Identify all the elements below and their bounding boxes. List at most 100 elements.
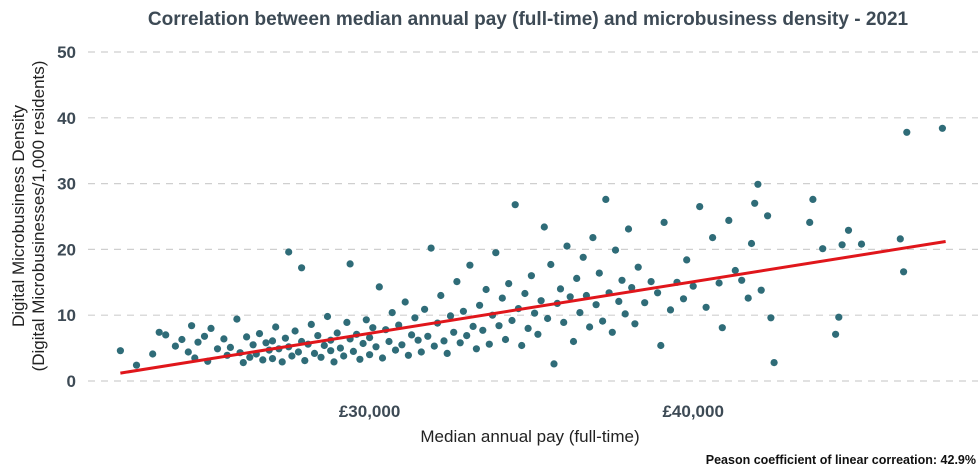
data-point — [566, 293, 574, 301]
data-point — [233, 315, 241, 323]
x-axis-ticks: £30,000 £40,000 — [339, 402, 724, 421]
data-point — [314, 332, 322, 340]
data-point — [757, 286, 765, 294]
data-point — [563, 242, 571, 250]
data-point — [453, 278, 461, 286]
data-point — [709, 234, 717, 242]
data-point — [657, 341, 665, 350]
data-point — [281, 334, 289, 342]
data-point — [747, 239, 756, 248]
data-point — [272, 323, 280, 331]
y-axis-ticks: 0 10 20 30 40 50 — [57, 43, 76, 391]
data-point — [508, 316, 516, 325]
data-point — [239, 359, 247, 367]
data-point — [641, 299, 649, 307]
data-point — [621, 310, 629, 318]
data-point — [372, 343, 380, 351]
data-point — [550, 360, 558, 368]
x-tick-label: £30,000 — [339, 402, 400, 421]
data-point — [385, 337, 393, 346]
data-point — [255, 330, 264, 338]
data-point — [401, 298, 409, 306]
data-point — [246, 353, 254, 361]
data-point — [213, 345, 222, 353]
data-point — [404, 351, 412, 359]
data-point — [278, 358, 286, 366]
data-point — [346, 260, 354, 268]
data-point — [631, 320, 639, 328]
data-point — [323, 312, 332, 321]
data-point — [806, 218, 814, 226]
data-point — [844, 226, 853, 234]
data-point — [586, 323, 594, 331]
data-point — [259, 356, 267, 364]
data-point — [336, 344, 344, 352]
data-point — [298, 264, 306, 272]
data-point — [579, 253, 587, 261]
data-point — [469, 322, 477, 330]
data-point — [537, 297, 545, 305]
data-point — [838, 241, 846, 249]
data-point — [285, 248, 293, 256]
y-axis-label-line2: (Digital Microbusinesses/1,000 residents… — [29, 61, 48, 372]
data-point — [718, 324, 726, 332]
data-point — [696, 203, 704, 211]
data-point — [764, 212, 772, 220]
data-point — [540, 223, 548, 231]
data-point — [544, 314, 552, 323]
data-point — [327, 347, 335, 355]
data-point — [366, 351, 374, 359]
data-point — [188, 322, 196, 330]
data-point — [602, 195, 610, 203]
data-point — [819, 245, 827, 253]
data-point — [116, 347, 124, 355]
data-point — [317, 353, 325, 361]
data-point — [576, 309, 584, 317]
data-point — [456, 339, 464, 347]
data-point — [527, 272, 536, 280]
data-point — [683, 256, 691, 264]
data-point — [835, 313, 843, 321]
data-point — [534, 330, 542, 338]
data-point — [366, 334, 374, 342]
data-point — [731, 266, 739, 275]
data-point — [485, 340, 493, 348]
data-point — [437, 291, 445, 300]
data-point — [398, 341, 406, 349]
data-point — [689, 282, 697, 290]
data-point — [647, 278, 655, 286]
data-point — [592, 301, 600, 309]
data-point — [492, 249, 500, 257]
data-point — [505, 280, 513, 288]
data-point — [654, 289, 662, 297]
data-points — [116, 124, 947, 369]
data-point — [421, 305, 429, 313]
x-tick-label: £40,000 — [662, 402, 723, 421]
data-point — [330, 358, 338, 366]
data-point — [307, 320, 315, 328]
data-point — [414, 336, 422, 344]
data-point — [482, 285, 490, 294]
data-point — [738, 276, 746, 284]
data-point — [524, 324, 532, 332]
data-point — [132, 361, 141, 369]
data-point — [498, 294, 506, 302]
data-point — [320, 341, 328, 350]
data-point — [359, 339, 367, 348]
data-point — [459, 307, 467, 315]
data-point — [573, 274, 581, 282]
data-point — [417, 348, 425, 356]
data-point — [446, 312, 455, 320]
data-point — [178, 335, 186, 344]
data-point — [463, 332, 471, 340]
data-point — [391, 346, 400, 354]
data-point — [715, 279, 723, 287]
data-point — [378, 354, 387, 362]
data-point — [427, 244, 435, 252]
data-point — [547, 260, 555, 269]
data-point — [896, 235, 904, 243]
data-point — [220, 335, 228, 343]
data-point — [628, 284, 636, 292]
data-point — [608, 328, 616, 336]
data-point — [362, 316, 370, 324]
